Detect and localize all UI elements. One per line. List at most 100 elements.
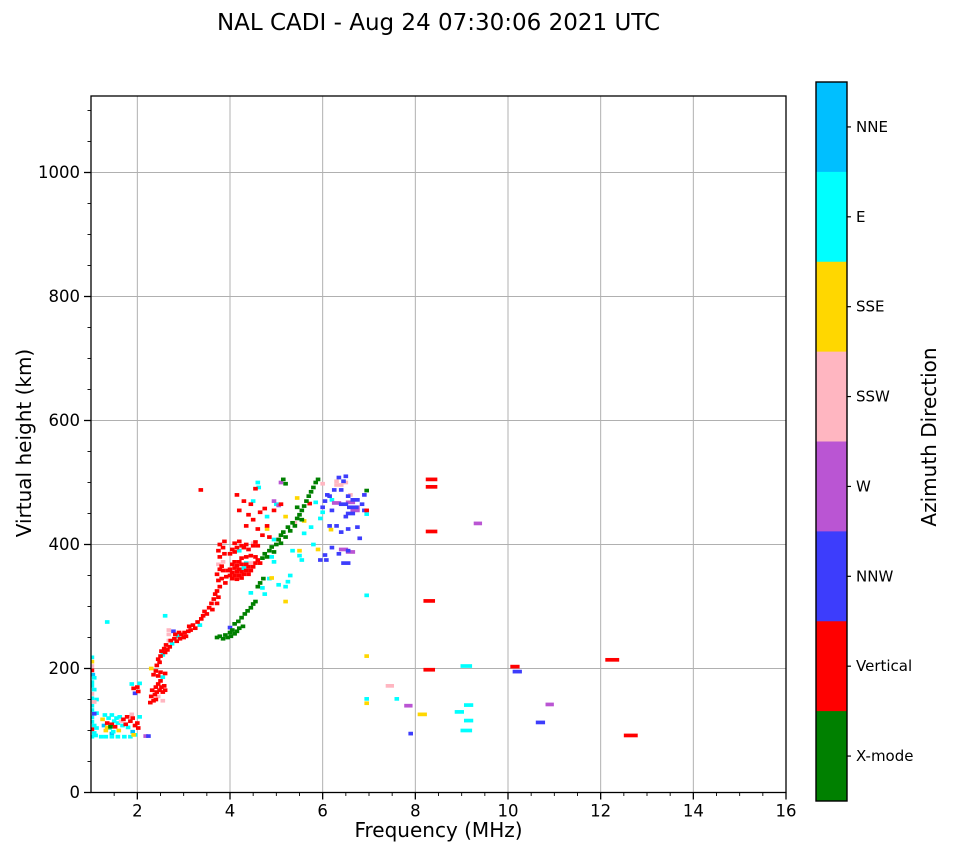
scatter-point-Vertical — [423, 667, 436, 672]
scatter-point-Vertical — [204, 612, 210, 616]
scatter-point-Vertical — [109, 722, 115, 727]
scatter-point-X-mode — [245, 608, 250, 613]
scatter-point-X-mode — [227, 630, 233, 635]
scatter-point-W — [345, 500, 356, 505]
scatter-point-X-mode — [313, 480, 319, 485]
colorbar-label-SSE: SSE — [856, 298, 885, 316]
scatter-point-Vertical — [250, 543, 256, 548]
scatter-point-Vertical — [230, 576, 235, 581]
scatter-point-E — [109, 734, 115, 739]
scatter-point-E — [104, 620, 110, 624]
scatter-point-X-mode — [315, 477, 321, 482]
scatter-point-SSE — [283, 514, 288, 519]
scatter-point-Vertical — [257, 510, 263, 515]
scatter-point-Vertical — [216, 578, 221, 583]
scatter-point-X-mode — [276, 537, 281, 542]
scatter-point-E — [125, 725, 131, 730]
scatter-point-Vertical — [212, 592, 218, 596]
scatter-point-Vertical — [243, 542, 249, 547]
scatter-point-Vertical — [153, 697, 159, 702]
scatter-point-SSW — [250, 541, 256, 546]
scatter-point-X-mode — [297, 512, 302, 517]
scatter-point-E — [94, 711, 99, 715]
scatter-point-Vertical — [223, 581, 228, 585]
scatter-point-Vertical — [222, 551, 227, 556]
scatter-point-NNW — [345, 494, 351, 498]
scatter-point-W — [345, 550, 356, 554]
scatter-point-Vertical — [605, 657, 620, 662]
scatter-point-X-mode — [278, 541, 284, 546]
colorbar-label-X-mode: X-mode — [856, 747, 913, 765]
scatter-point-NNW — [322, 499, 328, 503]
scatter-point-E — [255, 480, 261, 485]
scatter-point-E — [111, 719, 117, 724]
scatter-point-W — [143, 734, 148, 738]
scatter-point-E — [160, 653, 166, 657]
scatter-point-Vertical — [190, 623, 196, 627]
scatter-point-E — [197, 623, 203, 627]
scatter-point-Vertical — [239, 562, 244, 567]
scatter-point-X-mode — [290, 520, 295, 525]
scatter-point-SSE — [328, 527, 334, 532]
scatter-point-Vertical — [148, 694, 154, 699]
scatter-point-NNW — [324, 558, 329, 562]
scatter-point-SSE — [104, 725, 110, 730]
scatter-point-Vertical — [168, 638, 173, 643]
scatter-point-Vertical — [198, 617, 204, 621]
scatter-point-E — [274, 502, 279, 507]
scatter-point-Vertical — [230, 570, 235, 575]
scatter-point-W — [404, 703, 413, 708]
scatter-point-E — [169, 641, 175, 646]
scatter-point-Vertical — [181, 635, 186, 640]
scatter-point-X-mode — [299, 508, 305, 513]
scatter-point-Vertical — [236, 508, 242, 513]
scatter-point-SSW — [248, 561, 254, 565]
scatter-point-X-mode — [236, 619, 241, 624]
scatter-point-NNW — [343, 514, 349, 519]
scatter-point-E — [137, 681, 142, 686]
scatter-point-E — [93, 733, 98, 738]
scatter-point-Vertical — [262, 506, 268, 511]
scatter-point-Vertical — [243, 562, 249, 567]
scatter-point-E — [290, 548, 295, 553]
scatter-point-Vertical — [219, 564, 224, 569]
scatter-point-X-mode — [108, 724, 113, 729]
scatter-point-Vertical — [232, 566, 237, 570]
scatter-point-Vertical — [158, 654, 163, 658]
scatter-point-SSW — [320, 481, 325, 486]
scatter-point-X-mode — [232, 622, 237, 626]
scatter-point-X-mode — [292, 524, 298, 528]
scatter-point-Vertical — [123, 722, 129, 727]
scatter-point-Vertical — [162, 650, 168, 655]
scatter-point-Vertical — [234, 493, 240, 497]
scatter-point-Vertical — [267, 535, 272, 539]
scatter-point-E — [115, 721, 121, 725]
scatter-point-NNW — [350, 498, 360, 502]
scatter-point-Vertical — [186, 624, 192, 629]
scatter-point-Vertical — [255, 527, 261, 531]
scatter-point-Vertical — [264, 524, 270, 528]
scatter-point-NNW — [345, 548, 351, 553]
scatter-point-Vertical — [239, 576, 244, 580]
scatter-point-Vertical — [234, 563, 240, 568]
scatter-point-X-mode — [308, 489, 314, 494]
scatter-point-E — [91, 696, 95, 701]
scatter-point-X-mode — [250, 602, 256, 606]
scatter-point-SSE — [116, 728, 122, 733]
scatter-point-Vertical — [162, 671, 168, 676]
scatter-point-E — [364, 512, 369, 516]
scatter-point-Vertical — [222, 539, 227, 544]
scatter-point-W — [331, 501, 342, 505]
y-tick-label: 0 — [70, 783, 81, 802]
colorbar-outline — [815, 81, 848, 802]
scatter-point-E — [110, 729, 116, 734]
scatter-point-E — [320, 510, 325, 515]
scatter-point-SSW — [292, 520, 298, 525]
scatter-point-E — [318, 516, 323, 521]
scatter-point-E — [94, 726, 99, 730]
scatter-point-E — [267, 576, 272, 581]
scatter-point-E — [91, 684, 95, 688]
scatter-point-E — [271, 560, 277, 564]
colorbar-block-X-mode — [816, 711, 847, 802]
scatter-point-Vertical — [200, 613, 206, 618]
